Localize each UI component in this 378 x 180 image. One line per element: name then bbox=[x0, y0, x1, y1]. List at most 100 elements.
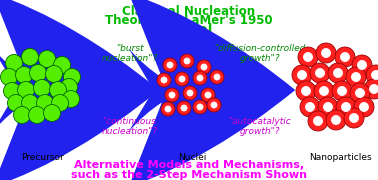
Circle shape bbox=[341, 53, 350, 62]
Circle shape bbox=[326, 110, 346, 130]
Circle shape bbox=[350, 114, 358, 123]
Circle shape bbox=[338, 87, 347, 96]
Circle shape bbox=[372, 71, 378, 80]
Text: Nuclei: Nuclei bbox=[178, 154, 206, 163]
Circle shape bbox=[358, 60, 367, 69]
Circle shape bbox=[62, 91, 79, 107]
Text: Theory and LaMer's 1950: Theory and LaMer's 1950 bbox=[105, 14, 273, 27]
Circle shape bbox=[43, 105, 60, 122]
Circle shape bbox=[64, 69, 81, 86]
Circle shape bbox=[50, 82, 67, 98]
Circle shape bbox=[310, 63, 330, 83]
Circle shape bbox=[161, 102, 175, 116]
Circle shape bbox=[34, 80, 51, 96]
Circle shape bbox=[197, 104, 203, 110]
Circle shape bbox=[201, 88, 215, 102]
Circle shape bbox=[6, 55, 23, 71]
Text: "continuous
nucleation"?: "continuous nucleation"? bbox=[101, 117, 158, 136]
Circle shape bbox=[336, 97, 356, 117]
Circle shape bbox=[54, 57, 71, 73]
Text: "autocatalytic
growth"?: "autocatalytic growth"? bbox=[229, 117, 291, 136]
Circle shape bbox=[45, 66, 62, 82]
Circle shape bbox=[298, 47, 318, 67]
Circle shape bbox=[175, 72, 189, 86]
Circle shape bbox=[180, 54, 194, 68]
Circle shape bbox=[305, 102, 314, 111]
Circle shape bbox=[161, 77, 167, 83]
Circle shape bbox=[169, 92, 175, 98]
Circle shape bbox=[3, 82, 20, 100]
Circle shape bbox=[22, 48, 39, 66]
Text: "diffusion-controlled
growth"?: "diffusion-controlled growth"? bbox=[214, 44, 306, 63]
Circle shape bbox=[17, 82, 34, 98]
Circle shape bbox=[352, 73, 361, 82]
Circle shape bbox=[313, 116, 322, 125]
Text: Model: Model bbox=[165, 23, 213, 37]
Circle shape bbox=[332, 81, 352, 101]
Circle shape bbox=[210, 70, 224, 84]
Circle shape bbox=[39, 51, 56, 68]
Circle shape bbox=[201, 64, 207, 70]
Circle shape bbox=[181, 105, 187, 111]
Circle shape bbox=[15, 66, 33, 84]
Circle shape bbox=[51, 94, 68, 111]
Circle shape bbox=[297, 71, 307, 80]
Circle shape bbox=[355, 89, 364, 98]
Circle shape bbox=[184, 58, 190, 64]
Circle shape bbox=[344, 108, 364, 128]
Text: Nanoparticles: Nanoparticles bbox=[309, 154, 371, 163]
Circle shape bbox=[187, 90, 193, 96]
Circle shape bbox=[314, 81, 334, 101]
Circle shape bbox=[197, 75, 203, 81]
Circle shape bbox=[364, 79, 378, 99]
Circle shape bbox=[316, 69, 324, 78]
Circle shape bbox=[0, 69, 17, 86]
Circle shape bbox=[318, 97, 338, 117]
Circle shape bbox=[29, 64, 46, 82]
Circle shape bbox=[370, 84, 378, 93]
Circle shape bbox=[205, 92, 211, 98]
Circle shape bbox=[346, 67, 366, 87]
Text: "burst
nucleation"?: "burst nucleation"? bbox=[101, 44, 158, 63]
Circle shape bbox=[179, 76, 185, 82]
Circle shape bbox=[296, 81, 316, 101]
Circle shape bbox=[328, 63, 348, 83]
Circle shape bbox=[214, 74, 220, 80]
Circle shape bbox=[163, 58, 177, 72]
Circle shape bbox=[319, 87, 328, 96]
Text: Classical Nucleation: Classical Nucleation bbox=[122, 5, 256, 18]
Circle shape bbox=[193, 71, 207, 85]
Circle shape bbox=[8, 94, 25, 111]
Circle shape bbox=[28, 107, 45, 123]
Circle shape bbox=[300, 97, 320, 117]
Circle shape bbox=[37, 94, 54, 111]
Circle shape bbox=[60, 78, 77, 96]
Circle shape bbox=[183, 86, 197, 100]
Circle shape bbox=[302, 87, 310, 96]
Circle shape bbox=[211, 102, 217, 108]
Circle shape bbox=[193, 100, 207, 114]
Circle shape bbox=[167, 62, 173, 68]
Circle shape bbox=[207, 98, 221, 112]
Circle shape bbox=[359, 102, 369, 111]
Circle shape bbox=[165, 88, 179, 102]
Circle shape bbox=[157, 73, 171, 87]
Circle shape bbox=[14, 107, 31, 123]
Circle shape bbox=[366, 65, 378, 85]
Text: Precursor: Precursor bbox=[21, 154, 64, 163]
Circle shape bbox=[333, 69, 342, 78]
Circle shape bbox=[197, 60, 211, 74]
Circle shape bbox=[350, 83, 370, 103]
Circle shape bbox=[165, 106, 171, 112]
Circle shape bbox=[22, 94, 39, 111]
Circle shape bbox=[292, 65, 312, 85]
Circle shape bbox=[332, 116, 341, 125]
Circle shape bbox=[316, 43, 336, 63]
Circle shape bbox=[322, 48, 330, 57]
Circle shape bbox=[354, 97, 374, 117]
Circle shape bbox=[352, 55, 372, 75]
Circle shape bbox=[177, 101, 191, 115]
Text: Alternative Models and Mechanisms,: Alternative Models and Mechanisms, bbox=[74, 160, 304, 170]
Circle shape bbox=[308, 111, 328, 131]
Text: such as the 2-Step Mechanism Shown: such as the 2-Step Mechanism Shown bbox=[71, 170, 307, 180]
